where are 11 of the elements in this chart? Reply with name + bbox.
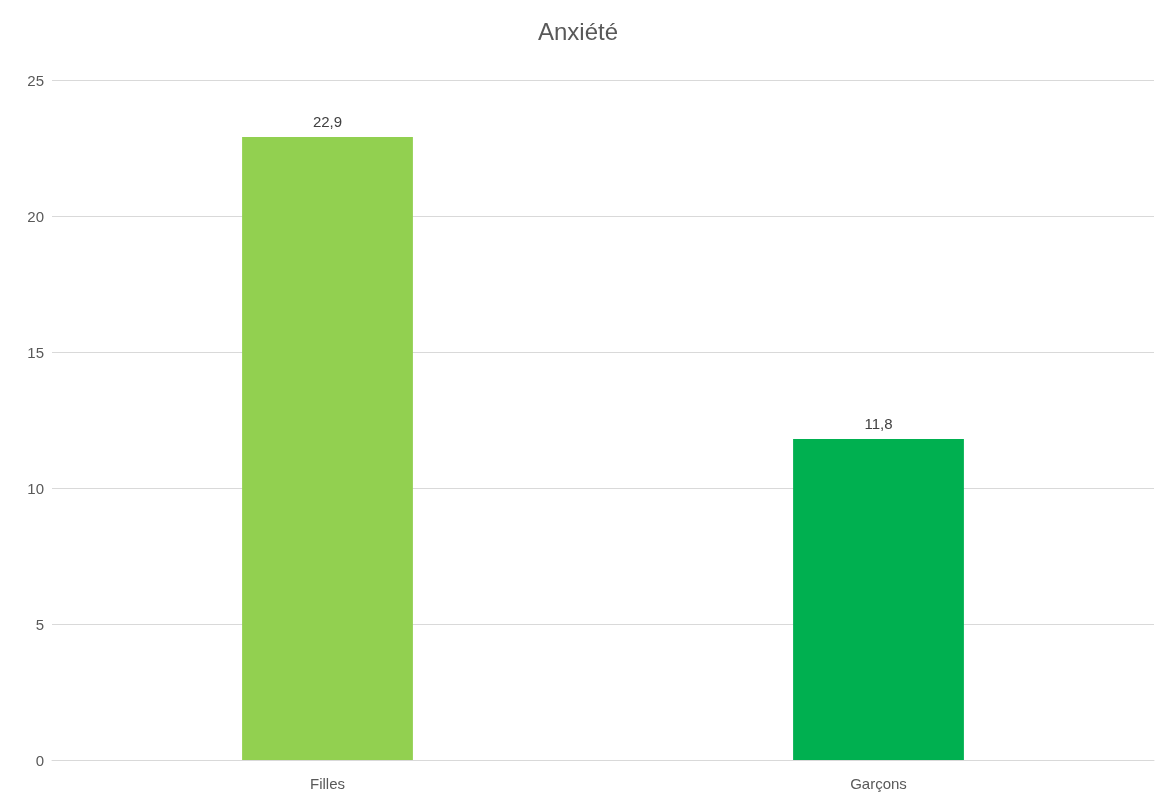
- x-tick-label: Garçons: [850, 775, 907, 792]
- x-tick-label: Filles: [309, 775, 346, 792]
- y-tick-label: 25: [27, 71, 44, 89]
- data-label: 11,8: [864, 415, 893, 433]
- chart-title: Anxiété: [537, 17, 619, 45]
- y-tick-label: 5: [35, 615, 44, 633]
- y-tick-label: 15: [27, 343, 44, 361]
- y-tick-label: 10: [27, 479, 44, 497]
- data-label: 22,9: [312, 113, 343, 131]
- y-tick-label: 0: [35, 751, 44, 769]
- y-tick-label: 20: [27, 207, 44, 225]
